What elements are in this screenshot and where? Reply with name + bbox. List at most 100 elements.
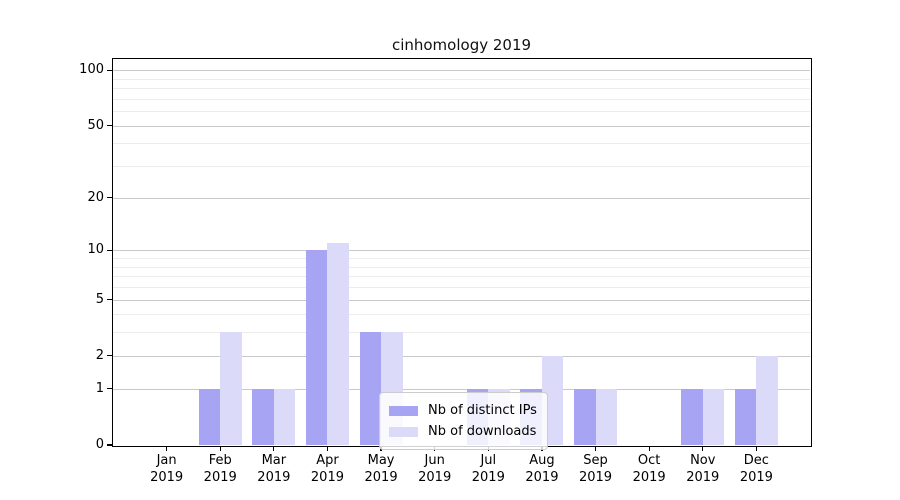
gridline-minor: [113, 78, 810, 80]
y-axis-tick-label: 20: [87, 189, 104, 205]
x-axis-tick: [165, 446, 168, 451]
x-label-month: Jul: [480, 453, 497, 468]
y-axis-tick: [106, 388, 112, 390]
x-axis-tick-label: May 2019: [341, 452, 421, 486]
y-axis-tick: [106, 444, 112, 446]
y-axis-tick-label: 5: [95, 291, 104, 307]
bar-distinct-ips: [681, 388, 703, 445]
y-axis-tick-label: 0: [95, 437, 104, 452]
legend-swatch: [389, 426, 418, 437]
x-label-month: Dec: [743, 453, 769, 468]
bar-distinct-ips: [574, 388, 596, 445]
y-axis-tick-label: 2: [95, 347, 104, 363]
x-label-year: 2019: [471, 470, 505, 485]
gridline-minor: [113, 98, 810, 100]
x-label-month: Jun: [424, 453, 445, 468]
x-label-month: Jan: [156, 453, 177, 468]
x-label-month: May: [367, 453, 395, 468]
bar-downloads: [220, 332, 242, 445]
x-label-year: 2019: [150, 470, 184, 485]
x-label-year: 2019: [739, 470, 773, 485]
bar-distinct-ips: [359, 332, 382, 445]
bar-downloads: [595, 388, 617, 445]
gridline-minor: [113, 166, 810, 168]
gridline-minor: [113, 258, 810, 260]
legend-item: Nb of distinct IPs: [389, 400, 537, 421]
y-axis-tick-label: 10: [87, 242, 104, 258]
bar-downloads: [327, 243, 349, 445]
y-axis-tick: [106, 125, 112, 127]
bar-distinct-ips: [198, 388, 221, 445]
bar-downloads: [756, 355, 778, 445]
x-axis-tick-label: Jan 2019: [127, 452, 207, 486]
x-label-year: 2019: [686, 470, 720, 485]
x-axis-tick-label: Sep 2019: [556, 452, 636, 486]
bar-distinct-ips: [252, 388, 274, 445]
x-label-year: 2019: [418, 470, 452, 485]
x-axis-tick: [273, 446, 275, 451]
y-axis-tick: [106, 249, 112, 251]
gridline-major: [113, 125, 810, 127]
legend-swatch: [389, 405, 418, 416]
x-label-year: 2019: [257, 470, 291, 485]
y-axis-tick-label: 50: [87, 117, 104, 133]
y-axis-tick: [106, 69, 112, 71]
x-label-month: Nov: [690, 453, 716, 468]
x-axis-tick: [219, 446, 221, 451]
gridline-minor: [113, 111, 810, 113]
x-axis-tick-label: Nov 2019: [663, 452, 743, 486]
gridline-major: [113, 197, 810, 199]
x-axis-tick: [702, 446, 704, 451]
gridline-minor: [113, 286, 810, 288]
x-axis-tick-label: Aug 2019: [502, 452, 582, 486]
x-label-year: 2019: [578, 470, 613, 485]
x-label-month: Aug: [529, 453, 555, 468]
x-axis-tick-label: Oct 2019: [609, 452, 689, 486]
x-label-year: 2019: [364, 470, 398, 485]
x-axis-tick: [326, 446, 329, 451]
x-axis-tick-label: Mar 2019: [234, 452, 314, 486]
x-axis-tick: [594, 446, 597, 451]
bar-downloads: [273, 388, 296, 445]
bar-distinct-ips: [734, 388, 757, 445]
x-axis-tick-label: Dec 2019: [716, 452, 796, 486]
y-axis-tick: [106, 197, 112, 199]
x-label-year: 2019: [310, 470, 344, 485]
y-axis-tick-label: 100: [79, 62, 104, 78]
x-label-year: 2019: [203, 470, 237, 485]
gridline-major: [113, 355, 810, 357]
x-axis-tick: [755, 446, 758, 451]
x-label-month: Feb: [208, 453, 232, 468]
y-axis-tick-label: 1: [95, 380, 104, 396]
bar-downloads: [702, 388, 725, 445]
gridline-minor: [113, 276, 810, 278]
x-label-month: Sep: [583, 453, 608, 468]
gridline-major: [113, 299, 810, 301]
gridline-minor: [113, 314, 810, 316]
x-label-year: 2019: [632, 470, 666, 485]
gridline-minor: [113, 266, 810, 268]
gridline-minor: [113, 143, 810, 145]
x-label-month: Oct: [637, 453, 661, 468]
legend-label: Nb of downloads: [428, 424, 537, 439]
x-label-month: Apr: [316, 453, 339, 468]
gridline-major: [113, 250, 810, 252]
bar-distinct-ips: [306, 250, 328, 445]
gridline-minor: [113, 88, 810, 90]
gridline-minor: [113, 332, 810, 334]
y-axis-tick: [106, 298, 112, 301]
x-axis-tick-label: Feb 2019: [180, 452, 260, 486]
legend-item: Nb of downloads: [389, 421, 537, 442]
chart-title: cinhomology 2019: [391, 36, 532, 54]
legend: Nb of distinct IPs Nb of downloads: [379, 392, 548, 450]
legend-label: Nb of distinct IPs: [428, 403, 537, 418]
x-axis-tick-label: Jun 2019: [395, 452, 475, 486]
gridline-major: [113, 70, 810, 72]
x-label-month: Mar: [261, 453, 287, 468]
x-label-year: 2019: [525, 470, 559, 485]
x-axis-tick-label: Jul 2019: [448, 452, 528, 486]
y-axis-tick: [106, 355, 112, 357]
x-axis-tick: [648, 446, 650, 451]
x-axis-tick-label: Apr 2019: [287, 452, 367, 486]
